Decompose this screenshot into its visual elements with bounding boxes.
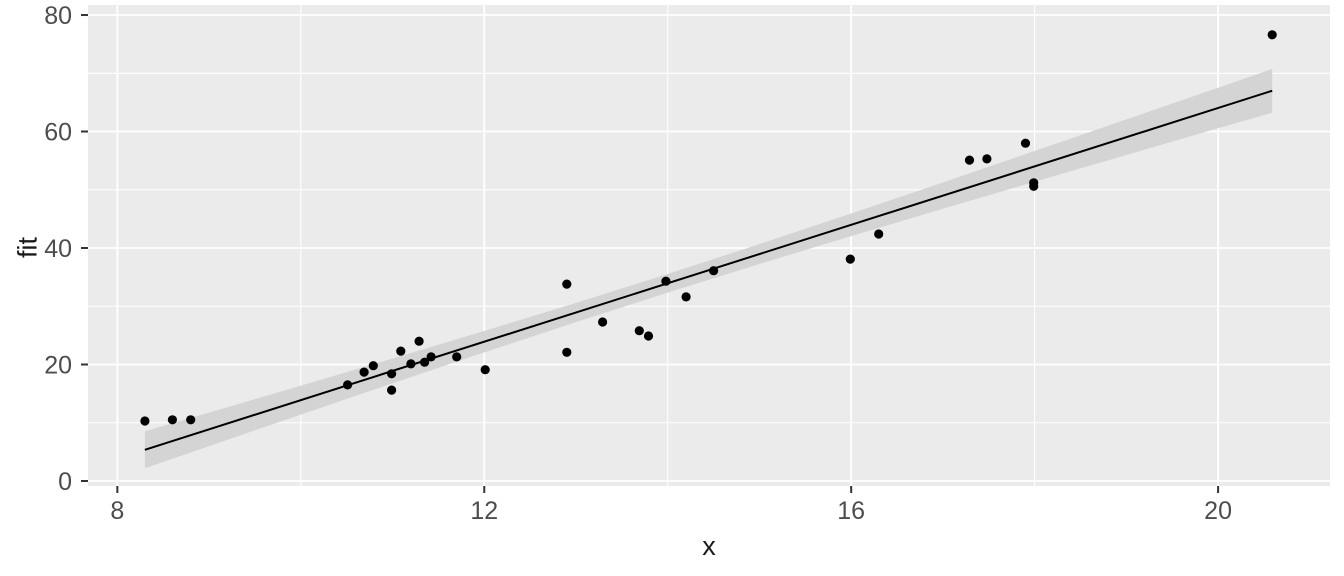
x-tick-label: 8 [110, 497, 124, 525]
data-point [414, 336, 424, 346]
x-tick-label: 16 [837, 497, 865, 525]
data-point [874, 229, 884, 239]
data-point [1020, 138, 1031, 148]
y-axis-title: fit [12, 237, 43, 259]
data-point [140, 416, 150, 426]
data-point [982, 154, 992, 164]
data-point [681, 292, 691, 302]
data-point [643, 331, 654, 341]
data-point [964, 155, 975, 165]
data-point [709, 266, 719, 276]
regression-line [144, 89, 1273, 451]
data-point [186, 415, 196, 425]
data-point [368, 361, 378, 371]
data-point [562, 279, 572, 289]
y-tick-label: 60 [44, 119, 72, 147]
data-point [387, 369, 397, 379]
data-point [343, 380, 353, 390]
y-tick-label: 20 [44, 351, 72, 379]
y-tick-label: 40 [44, 235, 72, 263]
y-tick-label: 0 [58, 468, 72, 496]
data-point [396, 346, 406, 356]
data-point [359, 367, 369, 377]
data-point [661, 276, 671, 286]
y-tick-label: 80 [44, 2, 72, 30]
x-tick-label: 20 [1204, 497, 1232, 525]
data-point [167, 415, 177, 425]
x-tick-label: 12 [470, 497, 498, 525]
data-point [1267, 30, 1277, 40]
data-point [480, 365, 490, 375]
data-point [452, 352, 462, 362]
data-point [387, 385, 397, 395]
data-point [406, 359, 416, 369]
confidence-band [144, 68, 1273, 469]
data-point [845, 254, 855, 264]
data-point [598, 317, 608, 327]
data-point [426, 352, 436, 362]
x-axis-title: x [702, 531, 716, 561]
data-point [634, 326, 644, 336]
data-point [1029, 178, 1039, 188]
data-point [420, 357, 430, 367]
data-point [562, 347, 572, 357]
